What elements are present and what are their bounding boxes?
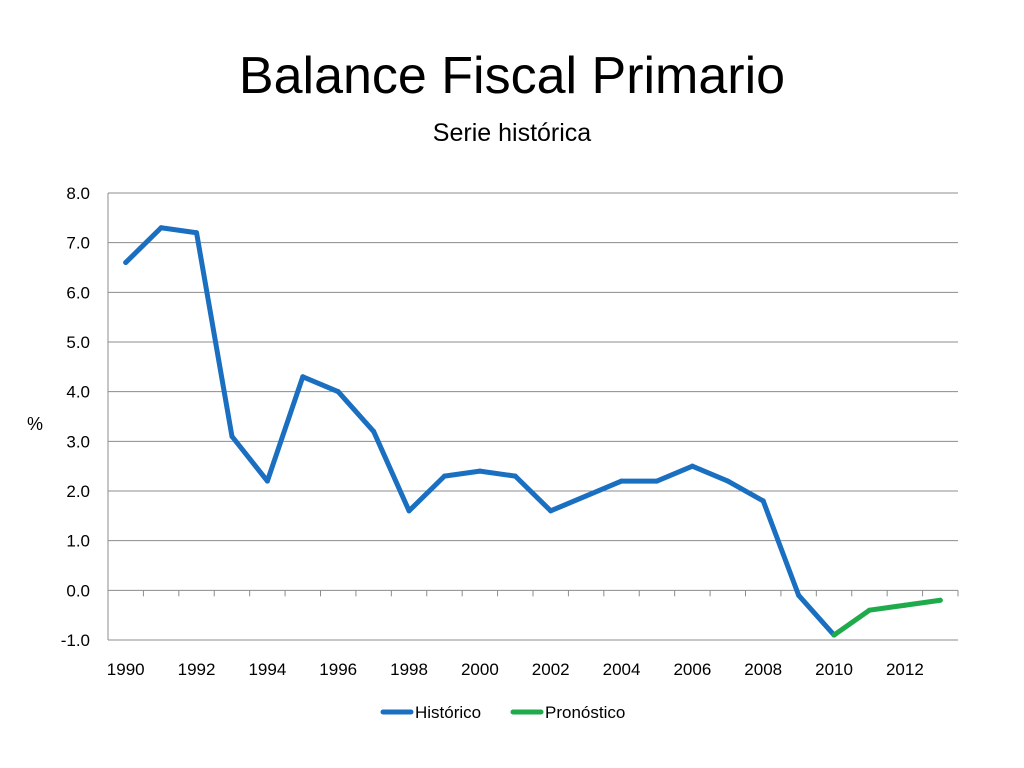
data-point <box>548 508 554 514</box>
legend-label: Histórico <box>415 703 481 722</box>
series-line-1 <box>831 597 943 638</box>
legend-label: Pronóstico <box>545 703 625 722</box>
y-tick-label: 3.0 <box>66 432 90 451</box>
x-tick-label: 2000 <box>461 660 499 679</box>
y-tick-label: 7.0 <box>66 234 90 253</box>
data-point <box>583 493 589 499</box>
x-tick-label: 2012 <box>886 660 924 679</box>
y-tick-label: 6.0 <box>66 283 90 302</box>
data-point <box>158 225 164 231</box>
data-point <box>477 468 483 474</box>
x-tick-label: 2008 <box>744 660 782 679</box>
data-point <box>796 592 802 598</box>
data-point <box>229 433 235 439</box>
slide-subtitle: Serie histórica <box>432 119 592 147</box>
x-tick-label: 2010 <box>815 660 853 679</box>
data-point <box>194 230 200 236</box>
y-tick-label: -1.0 <box>61 631 90 650</box>
y-axis-label: % <box>27 414 43 434</box>
data-point <box>689 463 695 469</box>
series-line-0 <box>123 225 837 638</box>
y-tick-label: 0.0 <box>66 581 90 600</box>
data-point <box>831 632 837 638</box>
data-point <box>264 478 270 484</box>
data-point <box>619 478 625 484</box>
x-tick-label: 1998 <box>390 660 428 679</box>
y-tick-label: 5.0 <box>66 333 90 352</box>
x-tick-label: 1996 <box>319 660 357 679</box>
data-point <box>371 428 377 434</box>
data-point <box>441 473 447 479</box>
data-point <box>335 389 341 395</box>
x-tick-label: 1994 <box>248 660 286 679</box>
data-point <box>902 602 908 608</box>
x-tick-label: 2006 <box>673 660 711 679</box>
data-point <box>123 260 129 266</box>
data-point <box>937 597 943 603</box>
data-point <box>300 374 306 380</box>
data-point <box>866 607 872 613</box>
data-point <box>654 478 660 484</box>
y-tick-label: 8.0 <box>66 184 90 203</box>
y-tick-label: 1.0 <box>66 532 90 551</box>
x-tick-label: 2004 <box>603 660 641 679</box>
data-point <box>725 478 731 484</box>
x-tick-label: 2002 <box>532 660 570 679</box>
y-tick-label: 4.0 <box>66 383 90 402</box>
data-point <box>406 508 412 514</box>
x-tick-label: 1990 <box>107 660 145 679</box>
data-point <box>512 473 518 479</box>
x-tick-label: 1992 <box>178 660 216 679</box>
y-tick-label: 2.0 <box>66 482 90 501</box>
slide-title: Balance Fiscal Primario <box>238 47 786 105</box>
data-point <box>760 498 766 504</box>
